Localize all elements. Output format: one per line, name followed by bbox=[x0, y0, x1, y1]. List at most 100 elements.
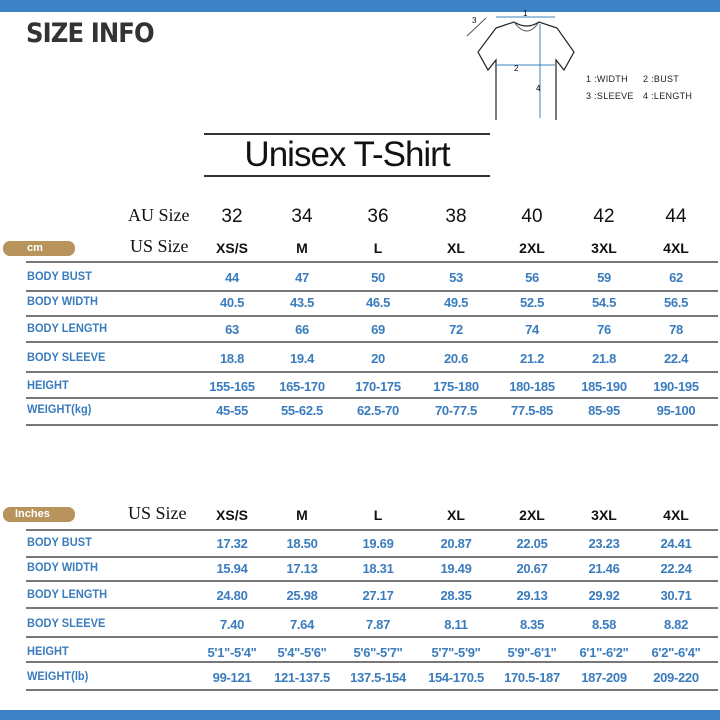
table-cell: 44 bbox=[225, 270, 239, 285]
table-divider bbox=[26, 580, 718, 582]
table-cell: 8.35 bbox=[519, 617, 545, 632]
table-cell: 5'4"-5'6" bbox=[277, 645, 327, 660]
table-cell: 28.35 bbox=[440, 588, 472, 603]
table-cell: 170.5-187 bbox=[504, 670, 560, 685]
table-cell: 95-100 bbox=[656, 403, 696, 418]
table-cell: 8.82 bbox=[663, 617, 689, 632]
table-divider bbox=[26, 556, 718, 558]
table-divider bbox=[26, 607, 718, 609]
table-divider bbox=[26, 397, 718, 399]
row-label: WEIGHT(kg) bbox=[27, 402, 92, 416]
unit-pill-inches: Inches bbox=[3, 507, 75, 522]
legend-width: 1 :WIDTH bbox=[586, 74, 628, 84]
table-cell: 7.40 bbox=[219, 617, 245, 632]
row-label: BODY WIDTH bbox=[27, 294, 98, 308]
table-cell: 50 bbox=[371, 270, 385, 285]
us-size-header: M bbox=[296, 507, 308, 523]
table-cell: 190-195 bbox=[653, 379, 699, 394]
table-cell: 22.4 bbox=[663, 351, 689, 366]
table-cell: 59 bbox=[597, 270, 611, 285]
table-cell: 20.6 bbox=[443, 351, 469, 366]
table-cell: 18.50 bbox=[286, 536, 318, 551]
table-cell: 7.87 bbox=[365, 617, 391, 632]
table-cell: 187-209 bbox=[581, 670, 627, 685]
table-cell: 29.92 bbox=[588, 588, 620, 603]
us-size-header: 2XL bbox=[519, 240, 545, 256]
us-size-header: XL bbox=[447, 240, 465, 256]
table-cell: 21.46 bbox=[588, 561, 620, 576]
table-cell: 43.5 bbox=[289, 295, 315, 310]
table-divider bbox=[26, 689, 718, 691]
bottom-accent-bar bbox=[0, 710, 720, 720]
row-label: HEIGHT bbox=[27, 644, 69, 658]
diagram-number: 4 bbox=[536, 84, 541, 93]
table-divider bbox=[26, 290, 718, 292]
diagram-number: 3 bbox=[472, 16, 477, 25]
au-size-header: 38 bbox=[445, 206, 467, 227]
table-cell: 30.71 bbox=[660, 588, 692, 603]
au-size-header: 32 bbox=[221, 206, 243, 227]
table-cell: 17.32 bbox=[216, 536, 248, 551]
legend-sleeve: 3 :SLEEVE bbox=[586, 91, 634, 101]
table-cell: 137.5-154 bbox=[350, 670, 406, 685]
table-cell: 6'2"-6'4" bbox=[651, 645, 701, 660]
table-divider bbox=[26, 424, 718, 426]
table-cell: 21.2 bbox=[519, 351, 545, 366]
table-cell: 15.94 bbox=[216, 561, 248, 576]
row-label: BODY WIDTH bbox=[27, 560, 98, 574]
au-size-header: 40 bbox=[521, 206, 543, 227]
us-size-header: XS/S bbox=[216, 240, 248, 256]
table-cell: 85-95 bbox=[588, 403, 620, 418]
table-cell: 74 bbox=[525, 322, 539, 337]
table-cell: 20.87 bbox=[440, 536, 472, 551]
au-size-header: 36 bbox=[367, 206, 389, 227]
us-size-header: 2XL bbox=[519, 507, 545, 523]
product-banner: Unisex T-Shirt bbox=[204, 133, 490, 177]
table-cell: 5'6"-5'7" bbox=[353, 645, 403, 660]
us-size-header: XL bbox=[447, 507, 465, 523]
legend-length: 4 :LENGTH bbox=[643, 91, 693, 101]
table-cell: 72 bbox=[449, 322, 463, 337]
table-cell: 69 bbox=[371, 322, 385, 337]
table-divider bbox=[26, 341, 718, 343]
table-cell: 23.23 bbox=[588, 536, 620, 551]
table-cell: 19.4 bbox=[289, 351, 315, 366]
table-cell: 180-185 bbox=[509, 379, 555, 394]
table-cell: 78 bbox=[669, 322, 683, 337]
table-cell: 18.31 bbox=[362, 561, 394, 576]
table-cell: 27.17 bbox=[362, 588, 394, 603]
table-divider bbox=[26, 661, 718, 663]
table-cell: 20.67 bbox=[516, 561, 548, 576]
top-accent-bar bbox=[0, 0, 720, 12]
table-cell: 121-137.5 bbox=[274, 670, 330, 685]
table-cell: 62 bbox=[669, 270, 683, 285]
us-size-header: XS/S bbox=[216, 507, 248, 523]
table-cell: 52.5 bbox=[519, 295, 545, 310]
table-cell: 7.64 bbox=[289, 617, 315, 632]
table-cell: 63 bbox=[225, 322, 239, 337]
table-cell: 62.5-70 bbox=[357, 403, 399, 418]
table-divider bbox=[26, 261, 718, 263]
us-size-header: 4XL bbox=[663, 240, 689, 256]
us-size-header: L bbox=[373, 240, 383, 256]
unit-pill-cm: cm bbox=[3, 241, 75, 256]
table-cell: 155-165 bbox=[209, 379, 255, 394]
row-label: BODY BUST bbox=[27, 269, 92, 283]
table-cell: 46.5 bbox=[365, 295, 391, 310]
table-cell: 8.58 bbox=[591, 617, 617, 632]
table-cell: 99-121 bbox=[212, 670, 252, 685]
table-cell: 24.80 bbox=[216, 588, 248, 603]
table-cell: 49.5 bbox=[443, 295, 469, 310]
table-cell: 21.8 bbox=[591, 351, 617, 366]
us-size-label: US Size bbox=[128, 503, 187, 523]
row-label: HEIGHT bbox=[27, 378, 69, 392]
table-cell: 5'7"-5'9" bbox=[431, 645, 481, 660]
table-divider bbox=[26, 636, 718, 638]
table-cell: 154-170.5 bbox=[428, 670, 484, 685]
row-label: BODY BUST bbox=[27, 535, 92, 549]
diagram-number: 2 bbox=[514, 64, 519, 73]
table-cell: 6'1"-6'2" bbox=[579, 645, 629, 660]
table-cell: 185-190 bbox=[581, 379, 627, 394]
table-cell: 8.11 bbox=[444, 617, 468, 632]
table-divider bbox=[26, 371, 718, 373]
